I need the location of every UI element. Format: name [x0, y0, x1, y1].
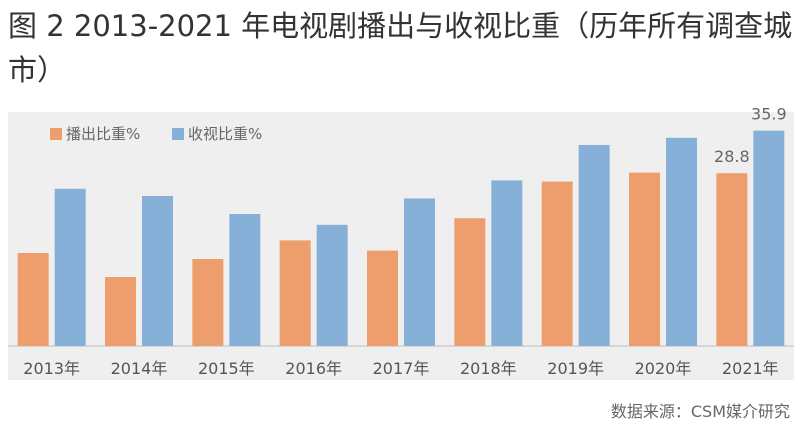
legend-label-0: 播出比重% — [66, 125, 140, 143]
rating-bar-2016年 — [316, 224, 348, 346]
rating-bar-2018年 — [491, 180, 523, 346]
rating-bar-2015年 — [229, 214, 261, 346]
x-tick-label: 2020年 — [635, 359, 692, 378]
x-tick-label: 2017年 — [373, 359, 430, 378]
rating-bar-2014年 — [142, 196, 173, 346]
x-tick-label: 2018年 — [460, 359, 517, 378]
rating-bar-2021年 — [753, 130, 785, 346]
data-label: 28.8 — [714, 147, 750, 166]
legend-label-1: 收视比重% — [188, 125, 262, 143]
rating-bar-2017年 — [404, 198, 435, 346]
broadcast-bar-2020年 — [629, 172, 660, 346]
x-tick-label: 2021年 — [722, 359, 779, 378]
x-tick-label: 2015年 — [198, 359, 255, 378]
broadcast-bar-2018年 — [454, 218, 486, 346]
broadcast-bar-2014年 — [105, 277, 136, 346]
source-note: 数据来源：CSM媒介研究 — [610, 402, 790, 421]
rating-bar-2013年 — [54, 188, 86, 346]
x-tick-label: 2016年 — [285, 359, 342, 378]
chart-panel — [8, 112, 794, 380]
broadcast-bar-2016年 — [279, 240, 311, 346]
rating-bar-2020年 — [666, 137, 697, 346]
broadcast-bar-2019年 — [541, 181, 573, 346]
broadcast-bar-2017年 — [367, 250, 398, 346]
broadcast-bar-2021年 — [716, 173, 748, 346]
broadcast-bar-2013年 — [17, 253, 49, 346]
chart-title: 图 2 2013-2021 年电视剧播出与收视比重（历年所有调查城市） — [8, 9, 793, 87]
legend-swatch-1 — [172, 128, 184, 140]
x-tick-label: 2019年 — [547, 359, 604, 378]
x-tick-label: 2013年 — [23, 359, 80, 378]
data-label: 35.9 — [751, 105, 787, 124]
legend-swatch-0 — [50, 128, 62, 140]
x-tick-label: 2014年 — [111, 359, 168, 378]
rating-bar-2019年 — [578, 145, 610, 346]
broadcast-bar-2015年 — [192, 259, 224, 346]
